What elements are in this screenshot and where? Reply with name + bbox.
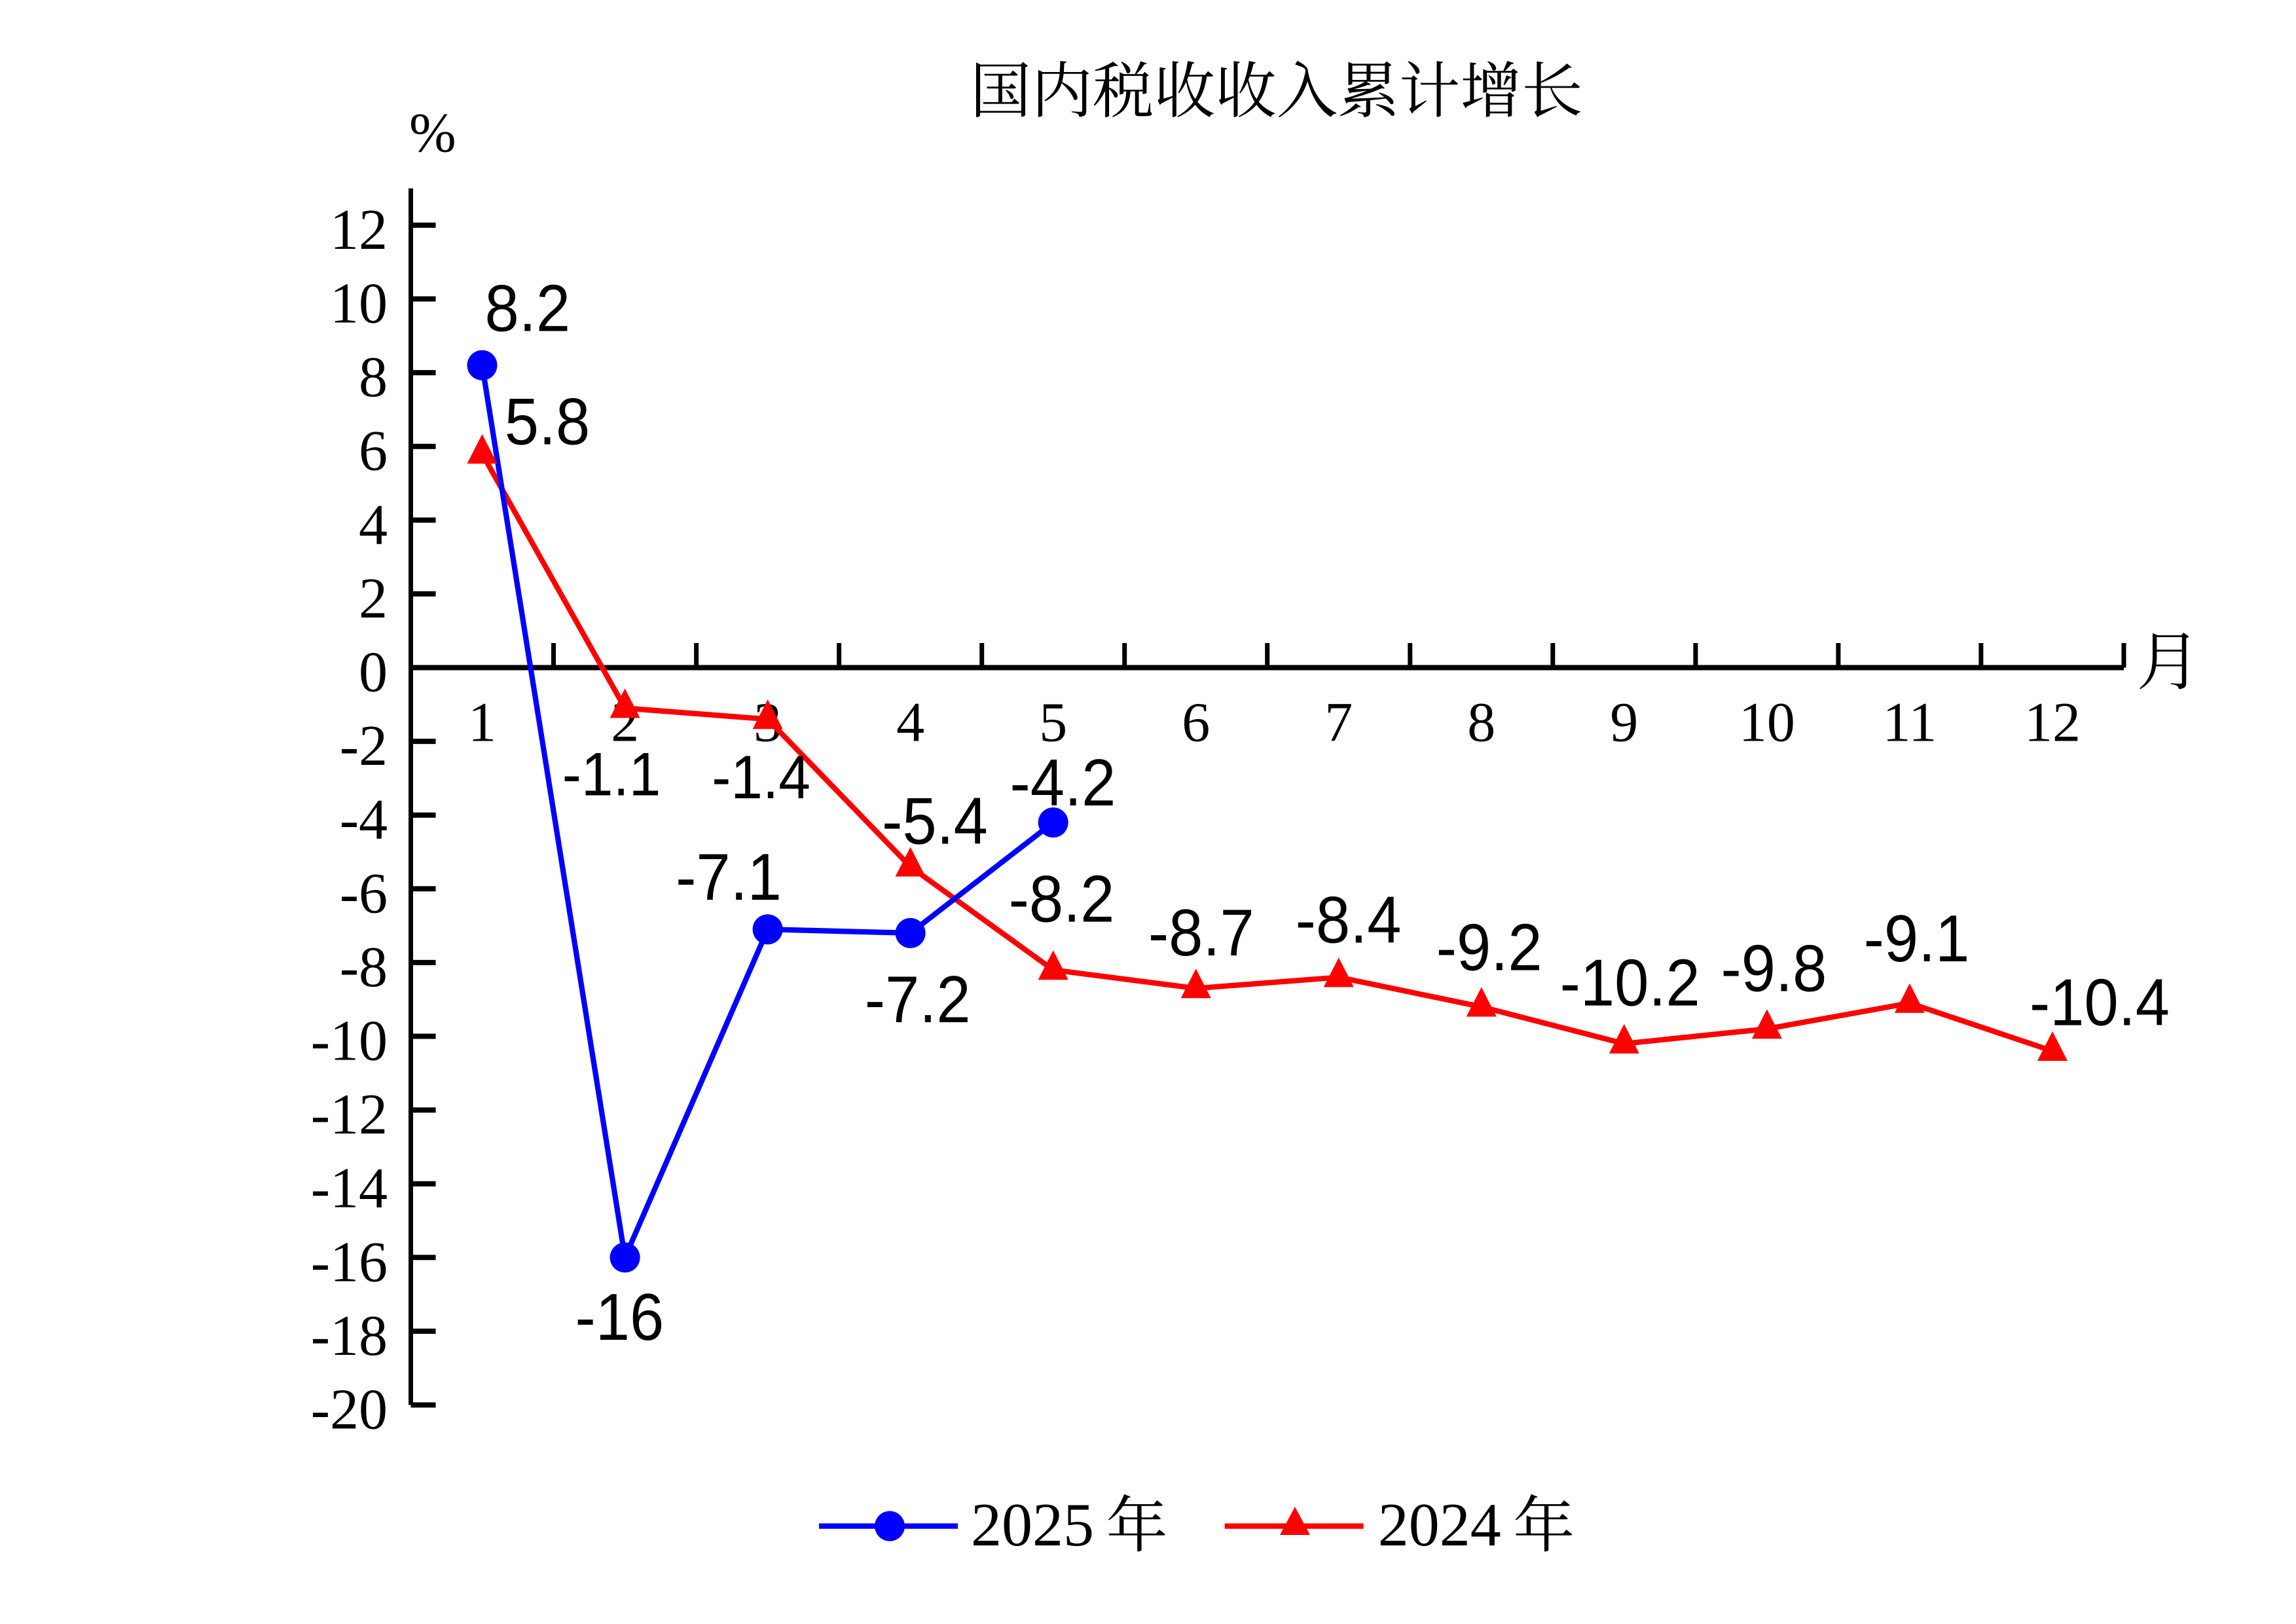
svg-text:-9.1: -9.1 — [1864, 902, 1970, 976]
svg-text:6: 6 — [359, 420, 388, 483]
svg-text:8: 8 — [1467, 691, 1495, 754]
svg-text:-4.2: -4.2 — [1010, 746, 1116, 820]
svg-text:2: 2 — [359, 567, 388, 631]
svg-text:2025: 2025 — [971, 1491, 1094, 1559]
svg-text:2024: 2024 — [1378, 1491, 1501, 1559]
svg-text:-8.7: -8.7 — [1148, 896, 1254, 970]
svg-text:12: 12 — [330, 198, 388, 262]
svg-text:-8: -8 — [340, 936, 388, 999]
svg-text:-7.1: -7.1 — [676, 840, 782, 914]
svg-text:12: 12 — [2024, 691, 2081, 754]
svg-text:-7.2: -7.2 — [865, 963, 971, 1037]
svg-text:10: 10 — [330, 272, 388, 336]
svg-text:0: 0 — [359, 641, 388, 705]
svg-text:6: 6 — [1182, 691, 1210, 754]
svg-text:-8.4: -8.4 — [1296, 883, 1402, 957]
svg-text:10: 10 — [1739, 691, 1795, 754]
svg-text:8: 8 — [359, 346, 388, 409]
svg-text:-1.4: -1.4 — [712, 743, 811, 812]
svg-text:-8.2: -8.2 — [1009, 862, 1115, 936]
svg-text:-9.8: -9.8 — [1721, 931, 1827, 1005]
svg-text:-16: -16 — [575, 1280, 665, 1354]
svg-text:-2: -2 — [340, 714, 388, 778]
svg-text:-1.1: -1.1 — [562, 741, 661, 809]
svg-text:11: 11 — [1882, 691, 1937, 754]
svg-text:-4: -4 — [340, 788, 388, 852]
svg-text:-10: -10 — [311, 1010, 388, 1073]
svg-text:5: 5 — [1039, 691, 1067, 754]
svg-text:1: 1 — [468, 691, 496, 754]
svg-text:8.2: 8.2 — [485, 272, 571, 346]
svg-text:9: 9 — [1610, 691, 1638, 754]
svg-text:5.8: 5.8 — [505, 384, 591, 458]
svg-text:-9.2: -9.2 — [1436, 910, 1542, 984]
svg-text:4: 4 — [896, 691, 924, 754]
svg-text:%: % — [409, 101, 456, 164]
svg-text:4: 4 — [359, 493, 388, 557]
svg-text:-20: -20 — [311, 1378, 388, 1442]
svg-text:-6: -6 — [340, 862, 388, 925]
svg-text:-5.4: -5.4 — [882, 784, 988, 858]
svg-text:7: 7 — [1324, 691, 1353, 754]
svg-text:-18: -18 — [311, 1304, 388, 1368]
svg-text:-10.4: -10.4 — [2030, 965, 2170, 1039]
svg-text:-14: -14 — [311, 1157, 388, 1221]
svg-text:-10.2: -10.2 — [1560, 946, 1700, 1020]
svg-text:-12: -12 — [311, 1083, 388, 1147]
svg-text:-16: -16 — [311, 1230, 388, 1294]
